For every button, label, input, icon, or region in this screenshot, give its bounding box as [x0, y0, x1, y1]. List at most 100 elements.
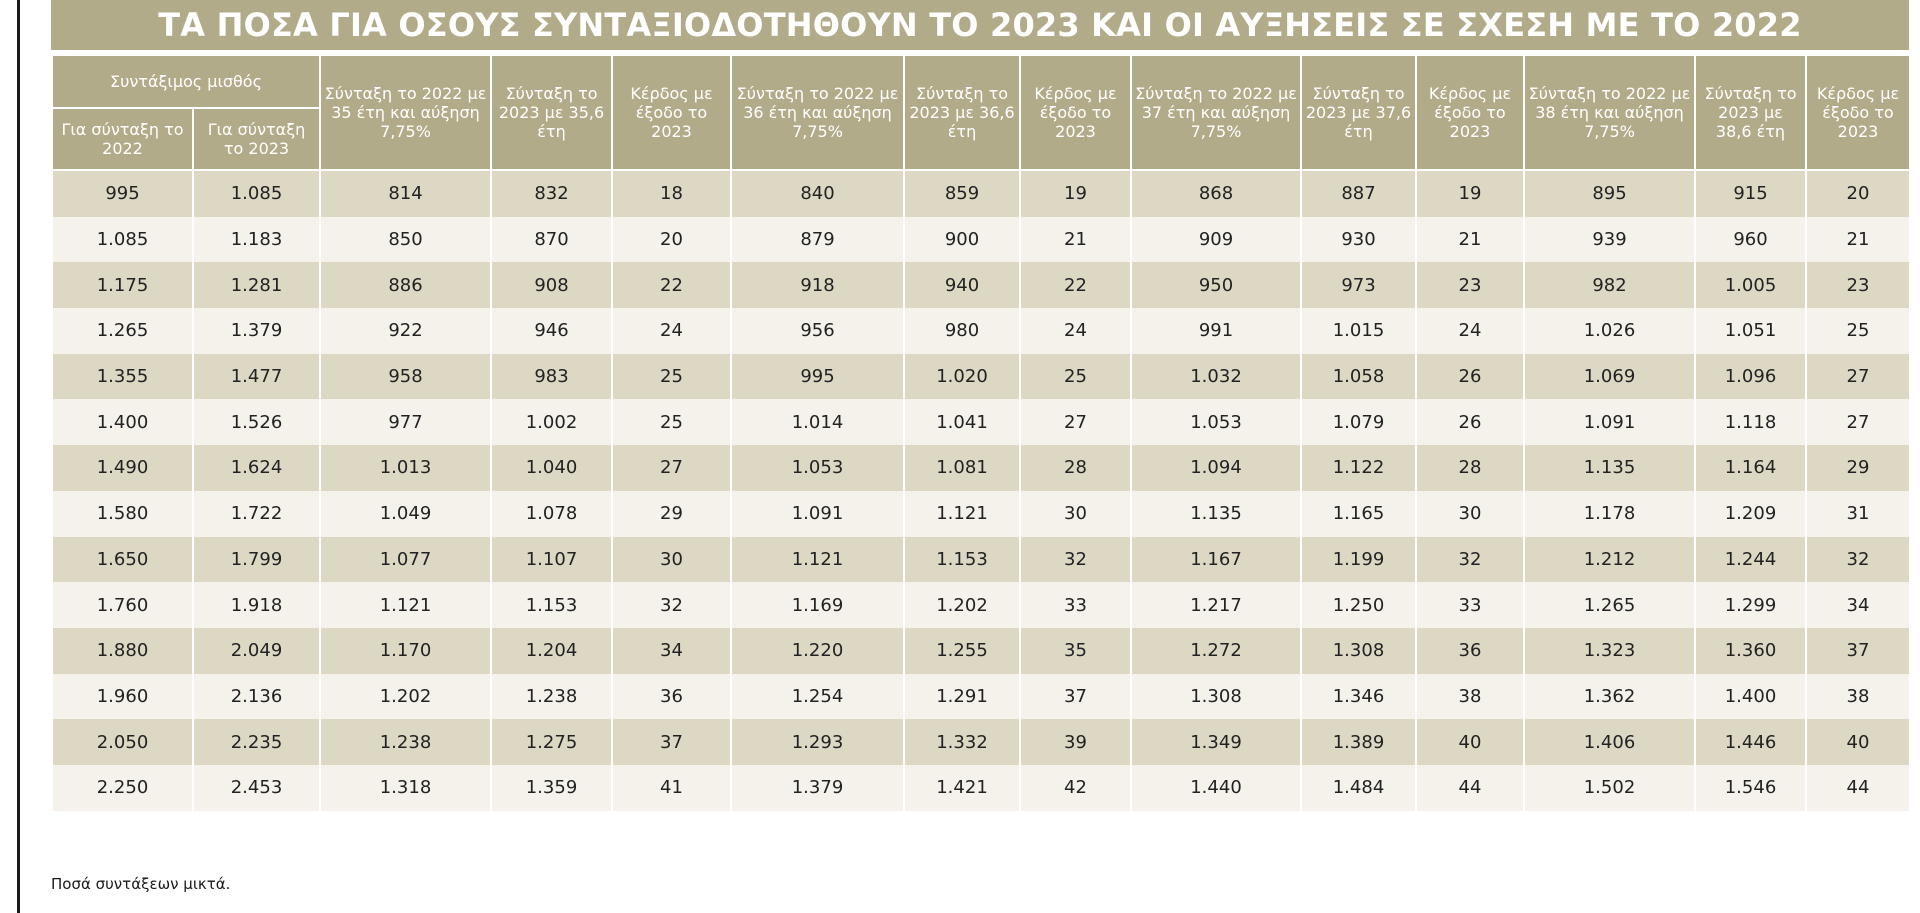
table-cell: 31	[1805, 490, 1911, 537]
table-cell: 1.580	[51, 490, 194, 537]
table-cell: 950	[1130, 262, 1302, 309]
table-cell: 1.121	[730, 536, 905, 583]
footnote: Ποσά συντάξεων μικτά.	[51, 875, 231, 893]
header-group-salary: Συντάξιμος μισθός	[51, 54, 321, 109]
table-cell: 940	[903, 262, 1021, 309]
table-cell: 22	[1019, 262, 1132, 309]
header-row-bottom: Για σύνταξη το 2022 Για σύνταξη το 2023	[51, 107, 1910, 171]
table-cell: 1.081	[903, 445, 1021, 491]
table-cell: 1.085	[192, 170, 321, 217]
table-cell: 1.346	[1300, 673, 1417, 720]
table-row: 1.490 1.624 1.013 1.040 27 1.053 1.081 28 1.094 1…	[51, 445, 1911, 491]
table-cell: 1.051	[1694, 308, 1807, 354]
table-cell: 42	[1019, 764, 1132, 811]
table-cell: 1.379	[730, 764, 905, 811]
table-cell: 19	[1415, 170, 1525, 217]
table-cell: 2.050	[51, 719, 194, 765]
table-cell: 991	[1130, 308, 1302, 354]
table-cell: 32	[1415, 536, 1525, 583]
table-cell: 1.032	[1130, 353, 1302, 400]
table-cell: 983	[490, 353, 613, 400]
table-cell: 1.323	[1523, 627, 1696, 674]
table-cell: 37	[1019, 673, 1132, 720]
table-cell: 1.238	[319, 719, 492, 765]
table-cell: 1.244	[1694, 536, 1807, 583]
table-cell: 30	[611, 536, 732, 583]
table-cell: 1.091	[1523, 399, 1696, 446]
table-cell: 1.209	[1694, 490, 1807, 537]
table-cell: 44	[1805, 764, 1911, 811]
table-cell: 1.255	[903, 627, 1021, 674]
table-cell: 1.490	[51, 445, 194, 491]
table-cell: 1.041	[903, 399, 1021, 446]
table-cell: 34	[611, 627, 732, 674]
table-cell: 980	[903, 308, 1021, 354]
table-cell: 850	[319, 216, 492, 263]
table-cell: 37	[611, 719, 732, 765]
table-cell: 1.107	[490, 536, 613, 583]
table-cell: 1.013	[319, 445, 492, 491]
table-cell: 1.020	[903, 353, 1021, 400]
table-row: 1.760 1.918 1.121 1.153 32 1.169 1.202 33 1.217 1…	[51, 582, 1911, 628]
table-cell: 1.650	[51, 536, 194, 583]
table-cell: 24	[1019, 308, 1132, 354]
table-cell: 1.085	[51, 216, 194, 263]
table-cell: 1.440	[1130, 764, 1302, 811]
table-cell: 1.217	[1130, 582, 1302, 628]
table-cell: 930	[1300, 216, 1417, 263]
table-cell: 1.362	[1523, 673, 1696, 720]
table-cell: 1.135	[1130, 490, 1302, 537]
table-cell: 814	[319, 170, 492, 217]
table-cell: 908	[490, 262, 613, 309]
table-cell: 36	[1415, 627, 1525, 674]
table-cell: 1.026	[1523, 308, 1696, 354]
table-cell: 1.502	[1523, 764, 1696, 811]
table-cell: 1.096	[1694, 353, 1807, 400]
table-cell: 1.265	[1523, 582, 1696, 628]
table-cell: 29	[611, 490, 732, 537]
table-cell: 1.220	[730, 627, 905, 674]
table-cell: 958	[319, 353, 492, 400]
table-cell: 1.624	[192, 445, 321, 491]
table-cell: 1.170	[319, 627, 492, 674]
table-cell: 2.136	[192, 673, 321, 720]
table-cell: 1.477	[192, 353, 321, 400]
table-cell: 939	[1523, 216, 1696, 263]
table-cell: 25	[1019, 353, 1132, 400]
table-cell: 32	[1019, 536, 1132, 583]
table-cell: 41	[611, 764, 732, 811]
table-cell: 1.293	[730, 719, 905, 765]
table-cell: 20	[611, 216, 732, 263]
table-cell: 1.349	[1130, 719, 1302, 765]
table-cell: 1.389	[1300, 719, 1417, 765]
table-cell: 40	[1805, 719, 1911, 765]
table-row: 1.400 1.526 977 1.002 25 1.014 1.041 27 1.053 1.0…	[51, 399, 1911, 446]
pension-table: Συντάξιμος μισθός Σύνταξη το 2022 με 35 …	[51, 54, 1911, 811]
table-row: 1.580 1.722 1.049 1.078 29 1.091 1.121 30 1.135 1…	[51, 490, 1911, 537]
header-col-gain-37y: Κέρδος με έξοδο το 2023	[1415, 54, 1525, 171]
table-cell: 20	[1805, 170, 1911, 217]
table-cell: 25	[1805, 308, 1911, 354]
table-cell: 1.254	[730, 673, 905, 720]
table-row: 1.175 1.281 886 908 22 918 940 22 950 973 23 982 1.0…	[51, 262, 1911, 309]
table-cell: 1.318	[319, 764, 492, 811]
header-col-pension-2022-37y: Σύνταξη το 2022 με 37 έτη και αύξηση 7,7…	[1130, 54, 1302, 171]
table-cell: 39	[1019, 719, 1132, 765]
table-cell: 1.079	[1300, 399, 1417, 446]
table-cell: 960	[1694, 216, 1807, 263]
table-cell: 1.053	[730, 445, 905, 491]
table-cell: 1.799	[192, 536, 321, 583]
table-cell: 886	[319, 262, 492, 309]
table-cell: 1.960	[51, 673, 194, 720]
table-cell: 915	[1694, 170, 1807, 217]
left-border-rule	[17, 0, 20, 913]
table-cell: 19	[1019, 170, 1132, 217]
table-cell: 895	[1523, 170, 1696, 217]
table-cell: 32	[611, 582, 732, 628]
header-col-pension-2023-35-6y: Σύνταξη το 2023 με 35,6 έτη	[490, 54, 613, 171]
table-cell: 1.118	[1694, 399, 1807, 446]
table-cell: 995	[730, 353, 905, 400]
table-cell: 1.040	[490, 445, 613, 491]
table-cell: 1.526	[192, 399, 321, 446]
table-cell: 1.332	[903, 719, 1021, 765]
